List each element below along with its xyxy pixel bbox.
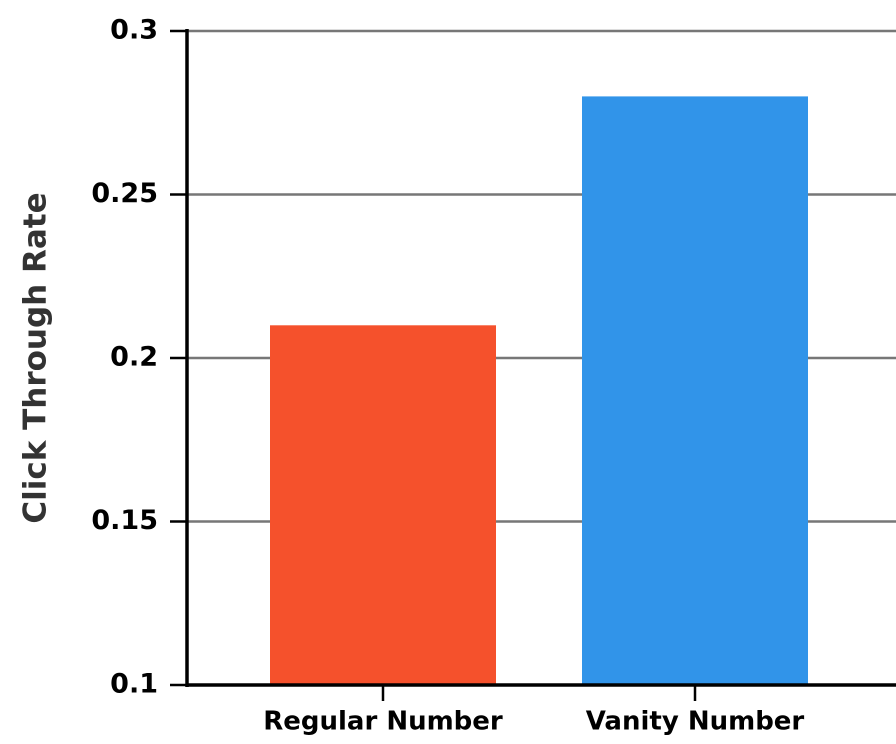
x-tick-label: Regular Number (263, 707, 503, 737)
y-tick-label: 0.3 (110, 15, 158, 46)
y-tick-label: 0.25 (91, 178, 158, 209)
y-axis-label: Click Through Rate (18, 192, 54, 523)
y-tick-label: 0.1 (110, 669, 158, 700)
y-tick-label: 0.2 (110, 342, 158, 373)
y-tick-label: 0.15 (91, 505, 158, 536)
bar (582, 96, 808, 685)
x-tick-label: Vanity Number (586, 707, 805, 737)
bar (270, 325, 496, 685)
